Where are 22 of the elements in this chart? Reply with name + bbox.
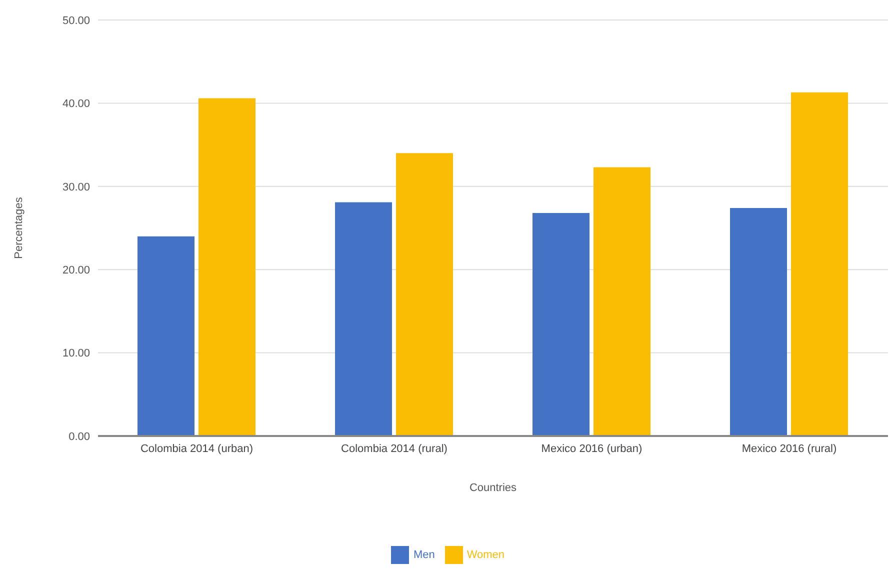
x-tick-label: Colombia 2014 (rural) [341, 442, 448, 455]
y-tick-label: 10.00 [62, 348, 90, 360]
x-tick-label: Mexico 2016 (urban) [541, 442, 642, 455]
x-tick-label: Colombia 2014 (urban) [140, 442, 254, 455]
bar [198, 98, 256, 436]
legend-label: Women [466, 548, 505, 561]
bar [138, 236, 194, 436]
y-tick-label: 50.00 [62, 14, 90, 27]
bar [791, 92, 848, 436]
bar [730, 208, 787, 436]
y-tick-label: 20.00 [62, 264, 90, 277]
x-axis-title: Countries [469, 482, 518, 494]
y-axis-title: Percentages [12, 196, 25, 259]
bar [594, 167, 650, 436]
y-tick-label: 0.00 [68, 430, 90, 443]
bar [335, 202, 392, 436]
bar [532, 213, 590, 436]
y-tick-label: 40.00 [62, 98, 90, 110]
y-tick-label: 30.00 [62, 181, 90, 194]
legend-label: Men [413, 548, 435, 561]
x-tick-label: Mexico 2016 (rural) [742, 442, 837, 455]
bar [396, 153, 453, 436]
